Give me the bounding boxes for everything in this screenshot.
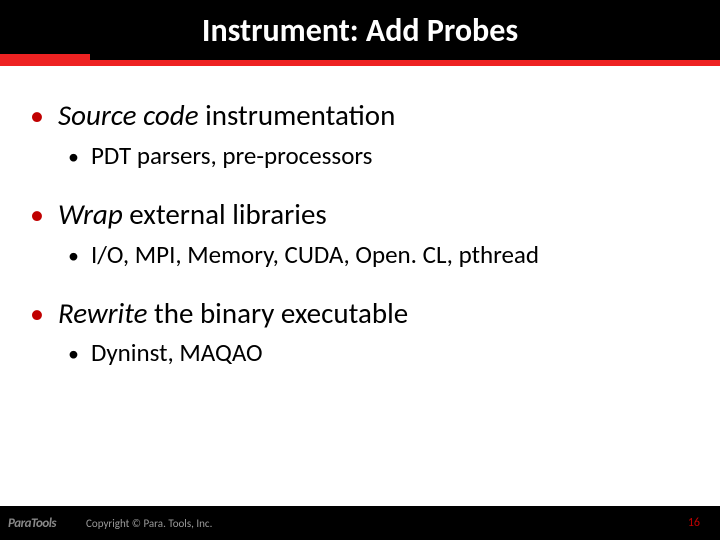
slide-header: Instrument: Add Probes — [0, 0, 720, 60]
bullet-dot-icon: • — [68, 343, 79, 365]
bullet-rest: the binary executable — [147, 295, 408, 331]
main-bullet: • Source code instrumentation — [30, 98, 690, 133]
bullet-rest: instrumentation — [199, 97, 396, 133]
footer-page-number: 16 — [688, 516, 700, 530]
sub-bullet: • PDT parsers, pre-processors — [68, 141, 690, 171]
bullet-emphasis: Wrap — [58, 196, 123, 232]
bullet-emphasis: Rewrite — [58, 295, 148, 331]
footer-copyright: Copyright © Para. Tools, Inc. — [86, 517, 212, 530]
footer-logo: ParaTools — [8, 516, 56, 531]
main-bullet-text: Rewrite the binary executable — [58, 296, 408, 331]
main-bullet-text: Wrap external libraries — [58, 197, 327, 232]
bullet-dot-icon: • — [68, 146, 79, 168]
sub-bullet-text: Dyninst, MAQAO — [91, 338, 263, 368]
bullet-dot-icon: • — [30, 102, 44, 130]
bullet-dot-icon: • — [30, 201, 44, 229]
slide-footer: ParaTools Copyright © Para. Tools, Inc. … — [0, 506, 720, 540]
sub-bullet: • I/O, MPI, Memory, CUDA, Open. CL, pthr… — [68, 240, 690, 270]
bullet-dot-icon: • — [68, 245, 79, 267]
bullet-block-2: • Wrap external libraries • I/O, MPI, Me… — [30, 197, 690, 270]
sub-bullet: • Dyninst, MAQAO — [68, 338, 690, 368]
bullet-dot-icon: • — [30, 300, 44, 328]
main-bullet-text: Source code instrumentation — [58, 98, 395, 133]
bullet-rest: external libraries — [123, 196, 327, 232]
accent-bar — [0, 60, 720, 66]
slide-title: Instrument: Add Probes — [202, 11, 518, 50]
sub-bullet-text: PDT parsers, pre-processors — [91, 141, 372, 171]
bullet-emphasis: Source code — [58, 97, 199, 133]
main-bullet: • Wrap external libraries — [30, 197, 690, 232]
bullet-block-3: • Rewrite the binary executable • Dynins… — [30, 296, 690, 369]
bullet-block-1: • Source code instrumentation • PDT pars… — [30, 98, 690, 171]
slide-content: • Source code instrumentation • PDT pars… — [0, 66, 720, 368]
main-bullet: • Rewrite the binary executable — [30, 296, 690, 331]
sub-bullet-text: I/O, MPI, Memory, CUDA, Open. CL, pthrea… — [91, 240, 539, 270]
